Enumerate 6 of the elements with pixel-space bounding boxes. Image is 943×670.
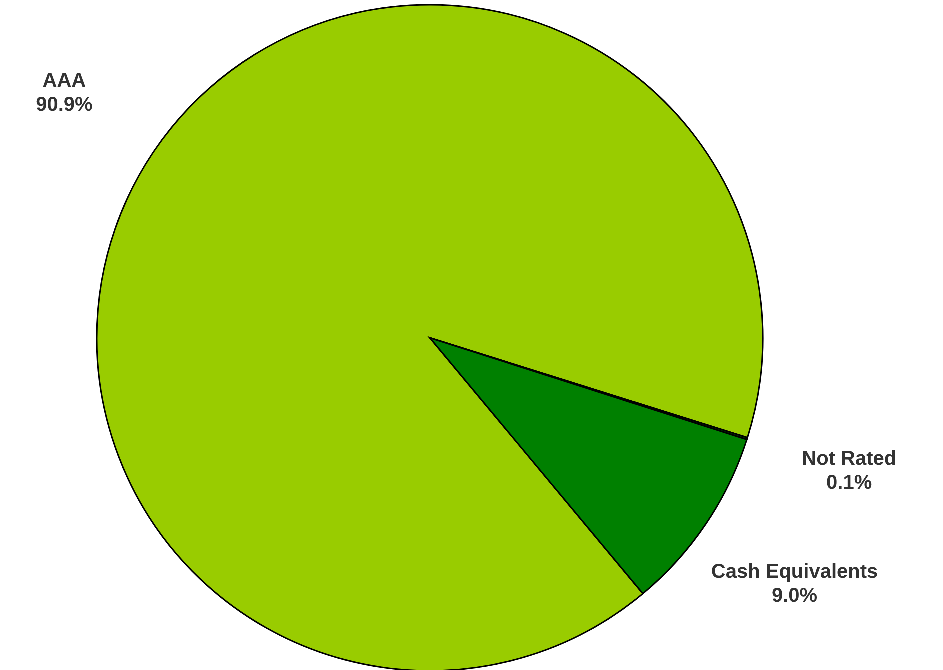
data-label: 9.0% <box>772 585 818 608</box>
data-label: 0.1% <box>826 472 872 494</box>
slice-label: AAA <box>42 70 86 92</box>
data-label: 90.9% <box>36 94 94 116</box>
slice-label: Not Rated <box>802 448 897 470</box>
slice-label: Cash Equivalents <box>711 561 878 584</box>
